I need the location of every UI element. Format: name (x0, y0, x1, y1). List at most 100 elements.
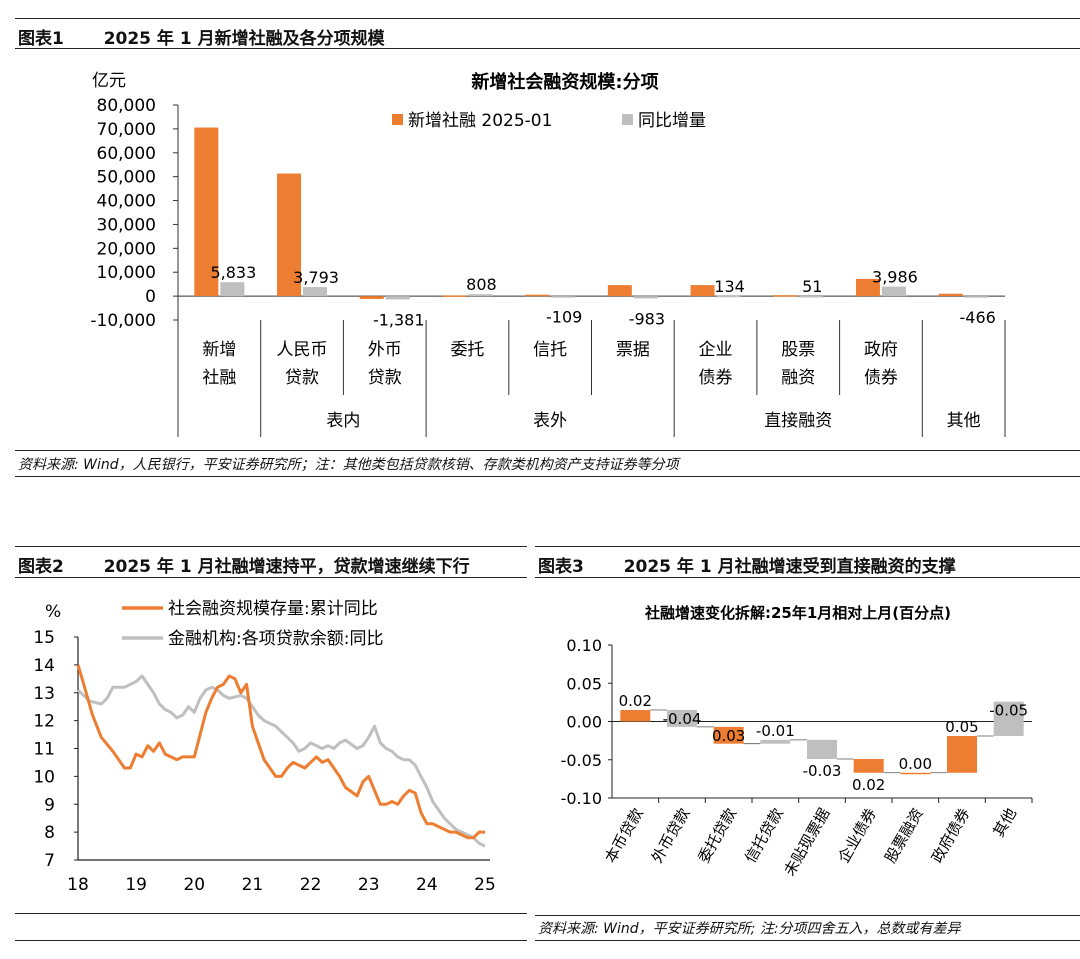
bar-yoy (881, 286, 906, 297)
y-tick-label: -10,000 (90, 311, 156, 331)
fig3-label: 图表3 (538, 557, 584, 577)
fig2-top-rule (15, 546, 527, 547)
waterfall-bar (760, 739, 791, 744)
bar-new (525, 294, 550, 297)
x-tick-label: 外币贷款 (648, 805, 694, 866)
y-tick-label: 40,000 (97, 192, 156, 212)
data-label: -983 (629, 309, 665, 328)
x-tick-label: 股票融资 (881, 805, 927, 866)
bar-yoy (964, 296, 989, 298)
category-label: 债券 (864, 368, 898, 388)
data-label: 5,833 (210, 263, 256, 282)
category-label: 融资 (781, 368, 815, 388)
legend-swatch-yoy (622, 114, 633, 125)
data-label: 3,793 (293, 268, 339, 287)
fig3-chart-svg: 社融增速变化拆解:25年1月相对上月(百分点) 0.10 0.05 0.00 -0.05… (561, 604, 1033, 879)
chart-title: 社融增速变化拆解:25年1月相对上月(百分点) (644, 604, 951, 622)
fig2-source-rule (15, 913, 527, 914)
fig1-header-rule (15, 48, 1080, 49)
fig1-source: 资料来源: Wind，人民银行，平安证券研究所；注：其他类包括贷款核销、存款类机… (18, 457, 679, 473)
fig1-header: 图表1 2025 年 1 月新增社融及各分项规模 (18, 24, 385, 49)
category-label: 票据 (616, 340, 650, 360)
bar-new (773, 295, 798, 297)
category-label: 委托 (450, 340, 484, 360)
y-tick-label: 7 (44, 851, 55, 871)
bar-new (690, 285, 715, 297)
waterfall-bar (993, 701, 1024, 737)
y-tick-label: 0.10 (566, 636, 602, 655)
waterfall-bar (620, 710, 651, 722)
x-tick-label: 22 (300, 875, 322, 895)
data-label: 0.02 (619, 692, 652, 710)
data-label: 0.02 (852, 776, 885, 794)
bar-yoy (716, 295, 741, 298)
bar-new (194, 127, 219, 297)
fig3-title: 2025 年 1 月社融增速受到直接融资的支撑 (623, 557, 956, 577)
fig2-header-rule (15, 577, 527, 578)
legend-label: 新增社融 2025-01 (408, 111, 552, 131)
bar-yoy (551, 296, 576, 298)
waterfall-bar (713, 726, 744, 744)
y-tick-label: 70,000 (97, 120, 156, 140)
waterfall-bar (853, 758, 884, 773)
waterfall-bar (667, 710, 697, 727)
fig1-chart-svg: 80,000 70,000 60,000 50,000 40,000 30,000 20,0… (90, 71, 1006, 437)
chart-title: 新增社会融资规模:分项 (471, 71, 658, 93)
bar-new (855, 278, 880, 297)
x-tick-label: 本币贷款 (601, 805, 647, 866)
y-tick-label: 9 (44, 795, 55, 815)
bar-new (442, 295, 467, 297)
series-line-loans (76, 674, 486, 848)
fig3-header-rule (535, 577, 1080, 578)
bar-yoy (468, 294, 493, 297)
x-tick-label: 24 (416, 875, 438, 895)
data-label: 134 (714, 277, 745, 296)
fig1-title: 2025 年 1 月新增社融及各分项规模 (103, 29, 385, 49)
data-label: 0.05 (945, 718, 978, 736)
y-tick-label: 60,000 (97, 144, 156, 164)
fig1-chart: 80,000 70,000 60,000 50,000 40,000 30,000 20,0… (0, 50, 1080, 442)
fig3-source: 资料来源: Wind，平安证券研究所; 注:分项四舍五入，总数或有差异 (538, 921, 961, 937)
data-label: 51 (802, 277, 822, 296)
y-tick-label: 13 (33, 684, 55, 704)
y-tick-label: 0.00 (566, 713, 602, 732)
fig2-chart-svg: 15 14 13 12 11 10 9 8 7% 18 19 20 21 22 23 24 25 社会融资规模存量… (33, 599, 495, 895)
y-unit-label: % (45, 602, 61, 622)
fig3-chart: 社融增速变化拆解:25年1月相对上月(百分点) 0.10 0.05 0.00 -0.05… (535, 590, 1080, 910)
x-tick-label: 19 (125, 875, 147, 895)
bar-yoy (633, 296, 658, 299)
category-label: 人民币 (277, 340, 328, 360)
fig1-top-rule (15, 18, 1080, 19)
y-tick-label: 20,000 (97, 239, 156, 259)
bar-yoy (220, 282, 245, 297)
waterfall-bar (807, 739, 837, 759)
y-tick-label: 14 (33, 656, 55, 676)
category-label: 政府 (864, 340, 898, 360)
y-tick-label: 80,000 (97, 96, 156, 116)
category-label: 贷款 (285, 368, 319, 388)
legend-label: 同比增量 (638, 111, 706, 131)
data-label: -0.01 (756, 722, 795, 740)
waterfall-bar (900, 772, 931, 775)
y-tick-label: 15 (33, 628, 55, 648)
x-tick-label: 21 (242, 875, 264, 895)
x-tick-label: 委托贷款 (695, 805, 741, 866)
x-tick-label: 未贴现票据 (780, 805, 833, 879)
data-label: -0.05 (989, 702, 1028, 720)
fig3-source-rule (535, 915, 1080, 916)
x-tick-label: 18 (67, 875, 89, 895)
fig2-chart: 15 14 13 12 11 10 9 8 7% 18 19 20 21 22 23 24 25 社会融资规模存量… (15, 590, 525, 910)
x-tick-label: 信托贷款 (741, 805, 787, 866)
fig2-header: 图表2 2025 年 1 月社融增速持平，贷款增速继续下行 (18, 552, 470, 577)
x-tick-label: 企业债券 (835, 805, 881, 866)
legend-swatch-new (392, 114, 403, 125)
y-tick-label: 50,000 (97, 168, 156, 188)
group-label: 直接融资 (764, 411, 832, 431)
x-tick-label: 20 (183, 875, 205, 895)
legend-label: 金融机构:各项贷款余额:同比 (168, 629, 383, 649)
bar-new (359, 296, 384, 299)
fig2-title: 2025 年 1 月社融增速持平，贷款增速继续下行 (103, 557, 470, 577)
y-tick-label: 0.05 (566, 674, 602, 693)
fig3-top-rule (535, 546, 1080, 547)
group-label: 表内 (326, 411, 360, 431)
